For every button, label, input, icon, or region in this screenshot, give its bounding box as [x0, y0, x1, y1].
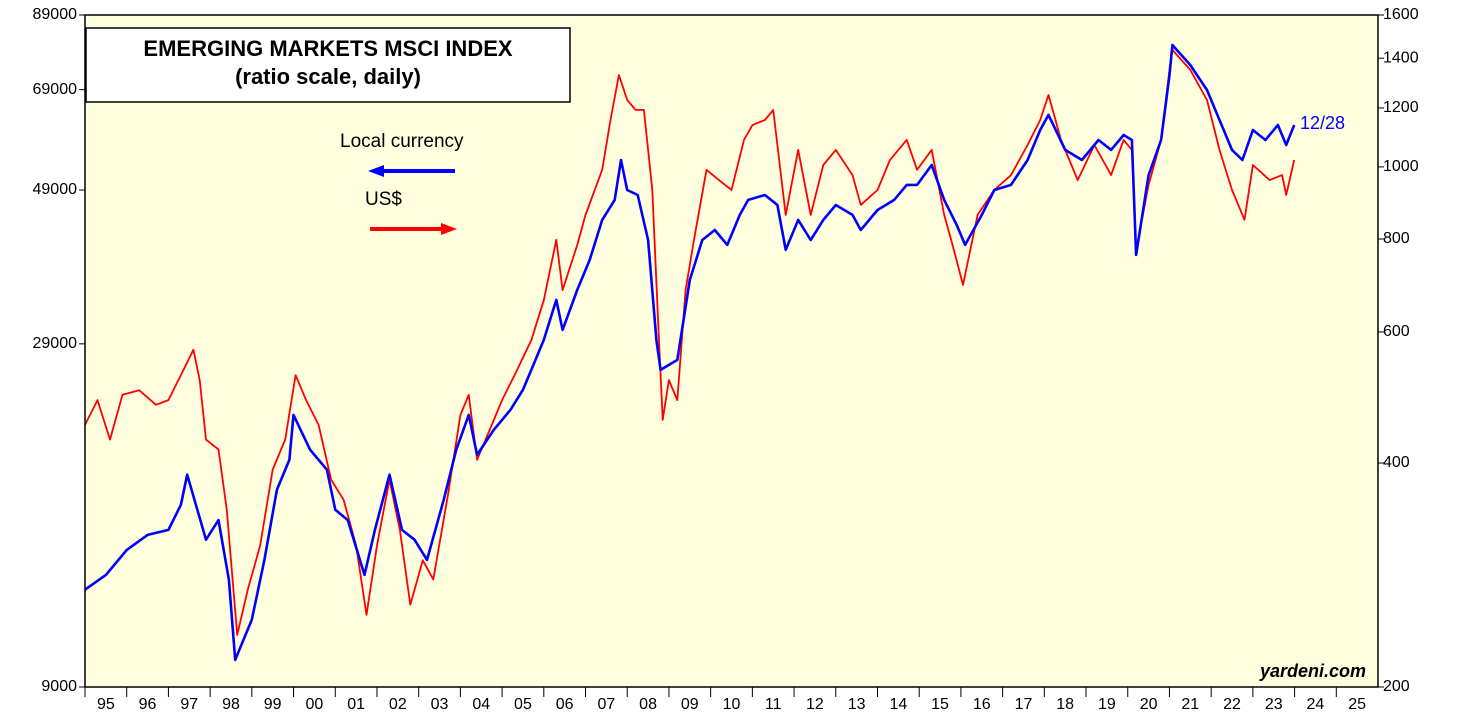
y2-tick-label: 200 [1383, 678, 1410, 695]
x-tick-label: 19 [1098, 696, 1116, 713]
x-tick-label: 25 [1348, 696, 1366, 713]
x-tick-label: 23 [1265, 696, 1283, 713]
x-tick-label: 06 [556, 696, 574, 713]
x-tick-label: 95 [97, 696, 115, 713]
legend: Local currency US$ [340, 131, 464, 235]
x-tick-label: 03 [431, 696, 449, 713]
x-tick-label: 00 [306, 696, 324, 713]
plot-frame [84, 14, 1379, 688]
x-tick-label: 08 [639, 696, 657, 713]
plot-area [85, 15, 1378, 687]
y-tick-label: 89000 [33, 6, 78, 23]
x-tick-label: 14 [889, 696, 907, 713]
x-tick-label: 17 [1015, 696, 1033, 713]
y-tick-label: 49000 [33, 181, 78, 198]
legend-arrowhead [368, 165, 384, 177]
y2-tick-label: 1000 [1383, 158, 1419, 175]
y2-tick-label: 800 [1383, 230, 1410, 247]
x-tick-label: 97 [180, 696, 198, 713]
title-box [85, 27, 571, 103]
chart-title: EMERGING MARKETS MSCI INDEX [143, 36, 512, 61]
x-tick-label: 11 [765, 696, 782, 713]
x-tick-label: 07 [597, 696, 615, 713]
x-tick-label: 04 [472, 696, 490, 713]
x-tick-label: 21 [1181, 696, 1199, 713]
x-tick-label: 15 [931, 696, 949, 713]
y2-tick-label: 400 [1383, 454, 1410, 471]
y-tick-label: 69000 [33, 81, 78, 98]
x-tick-label: 05 [514, 696, 532, 713]
x-tick-label: 22 [1223, 696, 1241, 713]
x-tick-label: 10 [723, 696, 741, 713]
x-tick-label: 09 [681, 696, 699, 713]
series-line [84, 49, 1296, 636]
axes: 9000290004900069000890002004006008001000… [33, 6, 1419, 713]
x-tick-label: 16 [973, 696, 991, 713]
y2-tick-label: 1600 [1383, 6, 1419, 23]
x-tick-label: 96 [139, 696, 157, 713]
x-tick-label: 13 [848, 696, 866, 713]
series-line [84, 43, 1296, 662]
x-tick-label: 98 [222, 696, 240, 713]
x-tick-label: 24 [1307, 696, 1325, 713]
last-date: 12/28 [1300, 113, 1345, 133]
x-tick-label: 01 [347, 696, 365, 713]
x-tick-label: 02 [389, 696, 407, 713]
x-tick-label: 18 [1056, 696, 1074, 713]
y2-tick-label: 1400 [1383, 49, 1419, 66]
legend-label: Local currency [340, 131, 464, 152]
y2-tick-label: 1200 [1383, 99, 1419, 116]
source: yardeni.com [1259, 661, 1366, 681]
y-tick-label: 29000 [33, 335, 78, 352]
x-tick-label: 12 [806, 696, 824, 713]
legend-arrowhead [441, 223, 457, 235]
chart-subtitle: (ratio scale, daily) [235, 64, 421, 89]
y2-tick-label: 600 [1383, 323, 1410, 340]
legend-label: US$ [365, 189, 402, 210]
y-tick-label: 9000 [41, 678, 77, 695]
x-tick-label: 20 [1140, 696, 1158, 713]
series-lines [84, 43, 1296, 662]
x-tick-label: 99 [264, 696, 282, 713]
